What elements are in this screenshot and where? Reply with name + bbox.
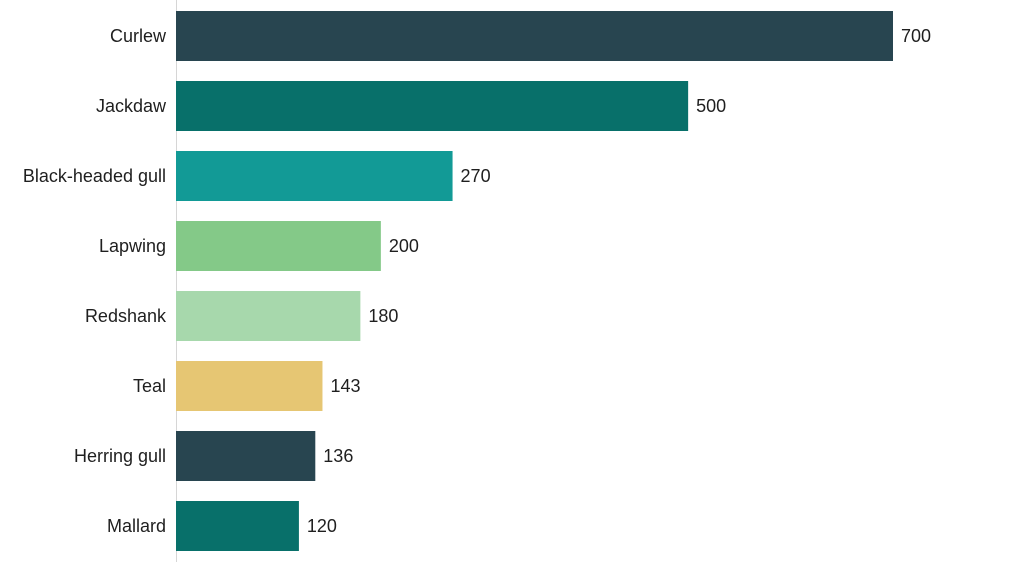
category-label-curlew: Curlew [110,26,167,46]
bar-black-headed-gull [176,151,453,201]
category-label-lapwing: Lapwing [99,236,166,256]
category-label-teal: Teal [133,376,166,396]
value-label-redshank: 180 [368,306,398,326]
category-label-mallard: Mallard [107,516,166,536]
value-label-teal: 143 [330,376,360,396]
bars-group: Curlew 700 Jackdaw 500 Black-headed gull 270 L… [23,11,931,551]
bar-mallard [176,501,299,551]
bar-lapwing [176,221,381,271]
bar-herring-gull [176,431,316,481]
category-label-redshank: Redshank [85,306,167,326]
bar-teal [176,361,323,411]
value-label-jackdaw: 500 [696,96,726,116]
category-label-jackdaw: Jackdaw [96,96,167,116]
value-label-curlew: 700 [901,26,931,46]
bar-curlew [176,11,893,61]
value-label-mallard: 120 [307,516,337,536]
category-label-black-headed-gull: Black-headed gull [23,166,166,186]
value-label-lapwing: 200 [389,236,419,256]
value-label-black-headed-gull: 270 [461,166,491,186]
value-label-herring-gull: 136 [323,446,353,466]
bar-jackdaw [176,81,689,131]
category-label-herring-gull: Herring gull [74,446,166,466]
bar-redshank [176,291,361,341]
